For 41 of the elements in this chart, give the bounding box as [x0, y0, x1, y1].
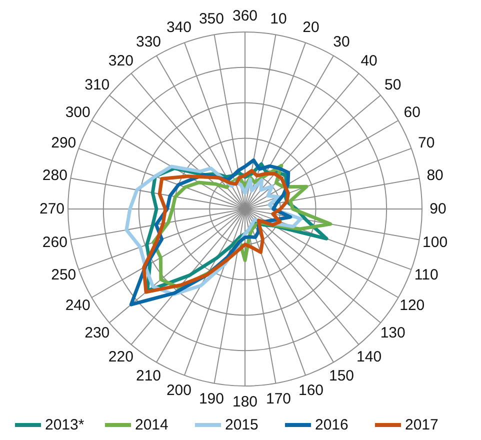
spoke-label: 140 — [356, 348, 382, 366]
spoke-label: 110 — [414, 266, 438, 284]
spoke-label: 80 — [426, 166, 444, 184]
spoke-label: 210 — [136, 368, 162, 385]
spoke-label: 280 — [42, 166, 68, 184]
spoke-label: 250 — [51, 266, 76, 284]
legend-label: 2013* — [45, 416, 84, 434]
spoke-label: 330 — [136, 33, 162, 50]
spoke-label: 200 — [166, 382, 192, 399]
spoke-label: 100 — [422, 234, 448, 252]
spoke-label: 270 — [39, 200, 65, 218]
spoke-label: 90 — [430, 200, 446, 218]
spoke-label: 300 — [65, 104, 90, 121]
spoke-label: 190 — [198, 390, 224, 408]
spoke-label: 260 — [42, 234, 68, 252]
spoke-label: 170 — [266, 390, 292, 408]
spoke-label: 310 — [84, 76, 110, 94]
spoke-label: 160 — [298, 382, 324, 399]
spoke-label: 20 — [302, 19, 320, 36]
spoke-label: 70 — [418, 134, 435, 152]
spoke-label: 320 — [108, 52, 134, 70]
spoke-label: 40 — [360, 52, 378, 70]
spoke-label: 120 — [400, 297, 425, 314]
legend-label: 2016 — [315, 416, 348, 434]
spoke-label: 180 — [232, 394, 258, 410]
spoke-label: 230 — [84, 324, 110, 342]
spoke-label: 350 — [198, 10, 224, 28]
spoke-label: 50 — [384, 76, 402, 94]
spoke-label: 290 — [51, 134, 76, 152]
spoke-label: 150 — [328, 368, 354, 385]
spoke-label: 340 — [166, 19, 192, 36]
spoke-label: 30 — [333, 33, 350, 50]
spoke-label: 360 — [232, 8, 258, 24]
spoke-label: 130 — [380, 324, 406, 342]
spoke-label: 240 — [65, 297, 90, 314]
spoke-label: 60 — [404, 104, 420, 121]
legend-label: 2014 — [135, 416, 168, 434]
legend-label: 2015 — [225, 416, 258, 434]
legend-label: 2017 — [405, 416, 438, 434]
spoke-label: 10 — [270, 10, 287, 28]
spoke-label: 220 — [108, 348, 134, 366]
